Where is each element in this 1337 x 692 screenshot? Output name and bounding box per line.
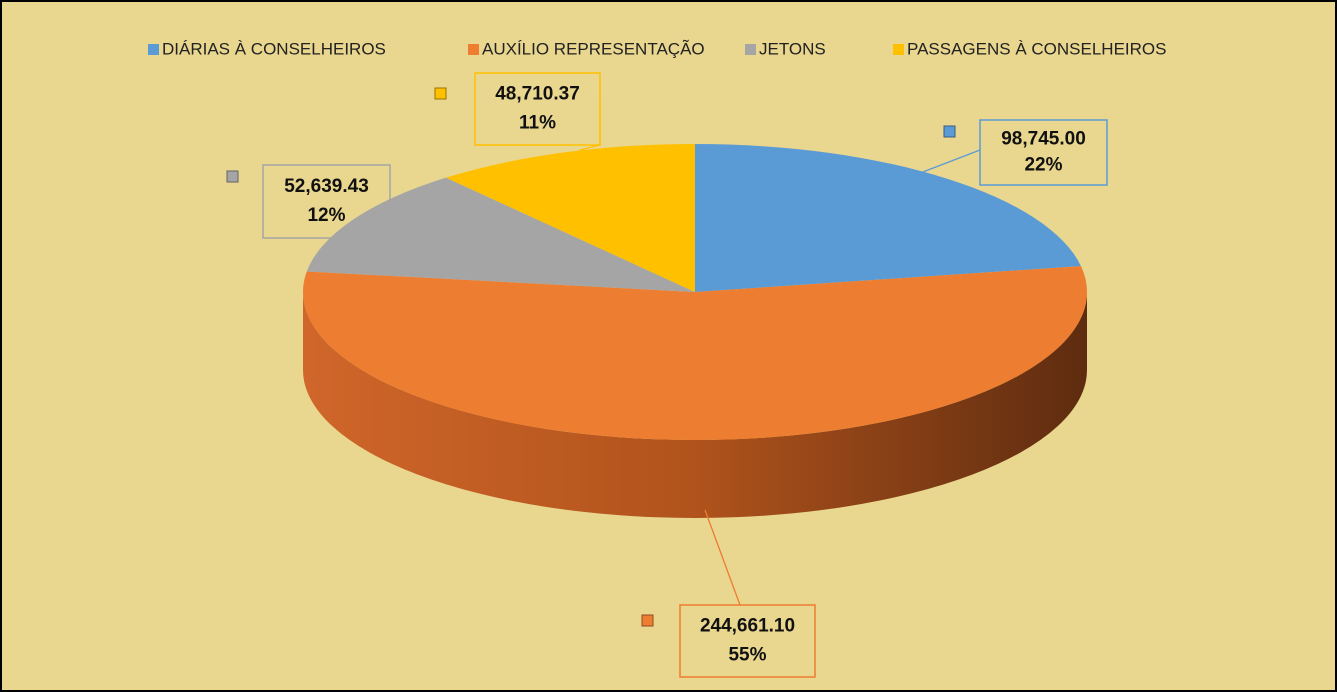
data-label-value: 98,745.00: [1001, 129, 1086, 150]
leader-line: [914, 149, 981, 176]
legend-swatch: [893, 44, 904, 55]
data-label-percent: 11%: [519, 112, 556, 133]
legend-label: PASSAGENS À CONSELHEIROS: [907, 39, 1166, 58]
data-label-percent: 12%: [307, 205, 345, 226]
legend-swatch: [468, 44, 479, 55]
data-label-value: 244,661.10: [700, 616, 795, 637]
legend-swatch: [148, 44, 159, 55]
legend-label: AUXÍLIO REPRESENTAÇÃO: [482, 39, 705, 58]
pie-side: [303, 292, 1087, 518]
pie-slice: [302, 266, 1087, 440]
legend-swatch: [745, 44, 756, 55]
label-marker: [226, 170, 239, 183]
pie-slice: [306, 177, 695, 292]
label-box: [474, 72, 601, 146]
legend-label: JETONS: [759, 39, 826, 58]
data-label-value: 48,710.37: [495, 84, 580, 105]
label-box: [979, 119, 1108, 186]
label-box: [262, 164, 391, 239]
label-marker: [943, 125, 956, 138]
data-label-percent: 22%: [1024, 155, 1062, 176]
leader-line: [704, 509, 741, 606]
label-box: [679, 604, 816, 678]
pie-slice: [446, 144, 695, 292]
legend-label: DIÁRIAS À CONSELHEIROS: [162, 39, 386, 58]
label-marker: [641, 614, 654, 627]
label-marker: [434, 87, 447, 100]
data-label-value: 52,639.43: [284, 176, 369, 197]
pie-slice: [695, 144, 1081, 292]
data-label-percent: 55%: [728, 644, 766, 665]
